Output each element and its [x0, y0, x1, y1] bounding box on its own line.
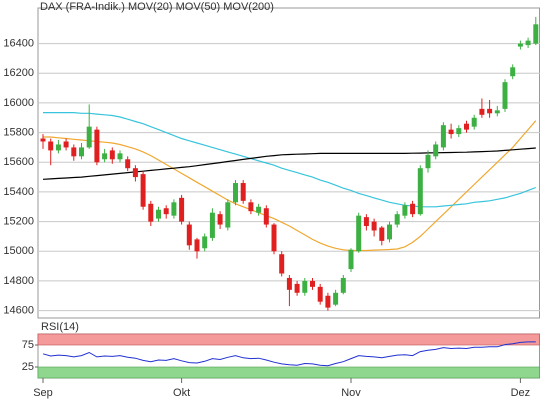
moving-average-line [43, 112, 537, 208]
y-tick-label: 14600 [3, 304, 34, 316]
candle-body [379, 227, 385, 241]
candle-body [125, 159, 131, 169]
candle-body [271, 224, 277, 252]
y-tick-label: 16400 [3, 38, 34, 50]
candle-body [102, 153, 108, 160]
candle-body [163, 208, 169, 215]
candle-body [494, 110, 500, 114]
candle-body [464, 123, 469, 130]
x-tick-label: Dez [511, 387, 531, 399]
y-tick-label: 15400 [3, 186, 34, 198]
candle-body [171, 202, 177, 216]
candle-body [86, 126, 92, 148]
candle-body [363, 217, 369, 227]
legend-entry: MOV(20) [128, 1, 173, 13]
y-tick-label: 75 [22, 339, 34, 351]
candle-body [533, 24, 539, 44]
x-tick-label: Sep [33, 387, 53, 399]
moving-average-line [42, 147, 536, 180]
candle-body [356, 215, 362, 252]
y-tick-label: 16000 [3, 97, 34, 109]
candle-body [48, 141, 54, 151]
candle-body [348, 249, 354, 270]
candle-body [79, 147, 84, 157]
candle-body [140, 174, 146, 207]
candle-body [502, 82, 508, 109]
candle-body [117, 153, 123, 160]
x-tick-label: Okt [173, 387, 190, 399]
candle-body [279, 254, 285, 274]
upper-band [37, 333, 540, 346]
legend-entry: MOV(200) [223, 1, 274, 13]
y-tick-label: 16200 [3, 67, 34, 79]
candle-body [156, 209, 161, 219]
candle-body [179, 197, 185, 222]
y-tick-label: 14800 [3, 275, 34, 287]
candle-body [217, 214, 223, 225]
candle-body [510, 67, 516, 77]
candle-body [109, 150, 115, 160]
candle-body [263, 208, 269, 225]
y-tick-label: 25 [22, 361, 34, 373]
candle-body [471, 117, 477, 127]
candle-body [55, 144, 61, 151]
candle-body [371, 221, 377, 231]
candle-body [525, 40, 531, 46]
candle-body [387, 224, 392, 240]
candle-body [302, 280, 308, 293]
candle-body [440, 125, 446, 148]
panel-title: RSI(14) [41, 321, 79, 333]
candle-body [148, 203, 154, 222]
candle-body [132, 168, 138, 178]
candle-body [310, 280, 315, 287]
candle-body [194, 239, 200, 252]
candle-body [402, 205, 408, 216]
candle-body [94, 129, 100, 163]
candle-body [240, 183, 246, 201]
candle-body [63, 141, 69, 148]
candle-body [202, 236, 208, 249]
candle-body [256, 206, 262, 213]
candle-body [456, 128, 462, 135]
y-tick-label: 15800 [3, 126, 34, 138]
candle-body [394, 214, 400, 225]
candle-body [248, 202, 254, 212]
candle-body [340, 277, 346, 293]
legend-entry: DAX (FRA-Indik.) [40, 1, 125, 13]
candle-body [209, 212, 215, 238]
y-tick-label: 15000 [3, 245, 34, 257]
candle-body [186, 224, 192, 246]
legend-entry: MOV(50) [176, 1, 221, 13]
candle-body [410, 203, 416, 215]
candle-body [40, 138, 46, 142]
candle-body [479, 108, 485, 115]
candle-body [433, 144, 439, 157]
candle-body [425, 154, 431, 169]
plot-area [37, 7, 540, 319]
candle-body [448, 129, 454, 135]
candle-body [71, 147, 77, 157]
candle-body [333, 292, 339, 305]
candle-body [225, 202, 231, 228]
candle-body [233, 183, 238, 203]
candle-body [286, 277, 292, 290]
x-tick-label: Nov [341, 387, 361, 399]
lower-band [37, 366, 540, 379]
candle-body [417, 168, 423, 215]
rsi-line [42, 341, 536, 367]
candle-body [294, 283, 300, 293]
y-tick-label: 15200 [3, 215, 34, 227]
candle-body [487, 108, 493, 114]
moving-average-line [43, 120, 537, 252]
y-tick-label: 15600 [3, 156, 34, 168]
candle-body [325, 295, 331, 308]
candle-body [317, 286, 323, 302]
candle-body [517, 43, 523, 47]
